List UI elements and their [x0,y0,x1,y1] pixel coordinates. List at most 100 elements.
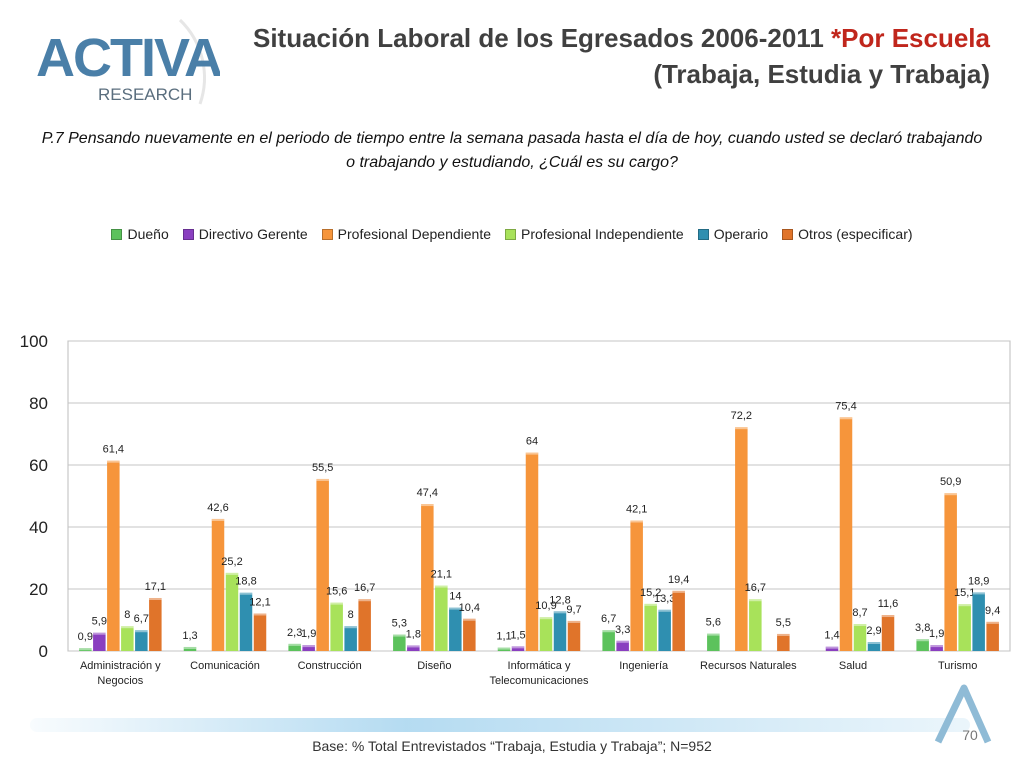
bar [539,617,553,651]
data-label: 8 [348,609,354,621]
data-label: 17,1 [145,581,166,593]
bar [121,626,134,651]
bar-highlight [211,518,225,521]
bar-highlight [149,597,162,600]
bar-highlight [602,630,615,633]
bar [958,604,971,651]
legend-swatch [505,228,517,240]
data-label: 2,9 [866,625,881,637]
legend-swatch [111,228,123,240]
bar-highlight [135,630,148,633]
bar [79,648,92,651]
data-label: 3,3 [615,624,630,636]
bar [93,632,106,651]
bar-highlight [358,599,371,602]
data-label: 1,5 [510,629,525,641]
bar-highlight [79,648,92,651]
data-label: 19,4 [668,574,689,586]
x-tick-label: Administración y [80,660,161,672]
logo-wordmark-top: ACTIVA [36,28,220,88]
bar [749,599,762,651]
x-tick-label: Informática y [508,660,571,672]
bar [511,646,525,651]
x-tick-label: Salud [839,660,867,672]
data-label: 6,7 [601,613,616,625]
bar-highlight [183,646,197,649]
bar-highlight [539,617,553,620]
logo-wordmark-bottom: RESEARCH [98,85,192,104]
bar [211,518,225,651]
legend-item-2: Directivo Gerente [182,226,308,242]
page-number: 70 [962,727,978,743]
bar-highlight [972,592,985,595]
bar [825,646,839,651]
data-label: 42,1 [626,503,647,515]
data-label: 6,7 [134,613,149,625]
bar [330,602,343,651]
data-label: 2,3 [287,627,302,639]
bar-highlight [525,452,539,455]
data-label: 15,6 [326,586,347,598]
footer-band [30,718,970,732]
bar-highlight [616,640,629,643]
data-label: 9,7 [566,604,581,616]
bar-highlight [253,613,267,616]
bar [616,640,629,651]
bar-highlight [239,592,253,595]
bar [449,607,462,651]
bar [253,613,267,651]
bar-highlight [93,632,106,635]
legend-label: Directivo Gerente [198,226,308,242]
legend-item-4: Profesional Independiente [505,226,684,242]
bar-highlight [393,634,406,637]
x-tick-label: Diseño [417,660,451,672]
bar [881,615,895,651]
data-label: 3,8 [915,622,930,634]
data-label: 8 [124,609,130,621]
bar-highlight [288,643,301,646]
bar-highlight [916,639,929,642]
footer-logo-icon [934,684,992,744]
bar-highlight [316,478,329,481]
bar-highlight [421,504,434,507]
x-tick-label: Negocios [97,675,143,687]
title-line-1: Situación Laboral de los Egresados 2006-… [252,23,990,53]
data-label: 5,5 [776,617,791,629]
bar-highlight [330,602,343,605]
data-label: 16,7 [745,582,766,594]
page-title: Situación Laboral de los Egresados 2006-… [230,20,990,92]
y-tick-label: 40 [29,518,48,537]
bar-highlight [881,615,895,618]
bar [916,639,929,651]
bar [853,624,867,651]
bar-highlight [839,417,853,420]
bar-highlight [867,642,881,645]
bar-highlight [930,645,943,648]
bar [239,592,253,651]
legend-label: Profesional Dependiente [337,226,492,242]
bar [316,478,329,651]
x-tick-label: Turismo [938,660,977,672]
data-label: 25,2 [221,556,242,568]
bar [644,603,657,651]
bar-highlight [707,633,720,636]
bar-highlight [777,633,790,636]
data-label: 75,4 [835,400,856,412]
bar-highlight [567,620,581,623]
bar [930,645,943,651]
bar-highlight [944,493,957,496]
bar-highlight [658,609,671,612]
legend-item-1: Dueño [111,226,169,242]
bar [525,452,539,651]
data-label: 0,9 [78,631,93,643]
x-tick-label: Construcción [298,660,362,672]
bar [567,620,581,651]
bar-highlight [749,599,762,602]
bar-highlight [825,646,839,649]
legend-label: Dueño [127,226,169,242]
bar-highlight [225,572,239,575]
data-label: 1,1 [496,631,511,643]
activa-research-logo: ACTIVA RESEARCH [36,18,220,105]
legend-item-6: Otros (especificar) [782,226,913,242]
legend-swatch [321,228,333,240]
